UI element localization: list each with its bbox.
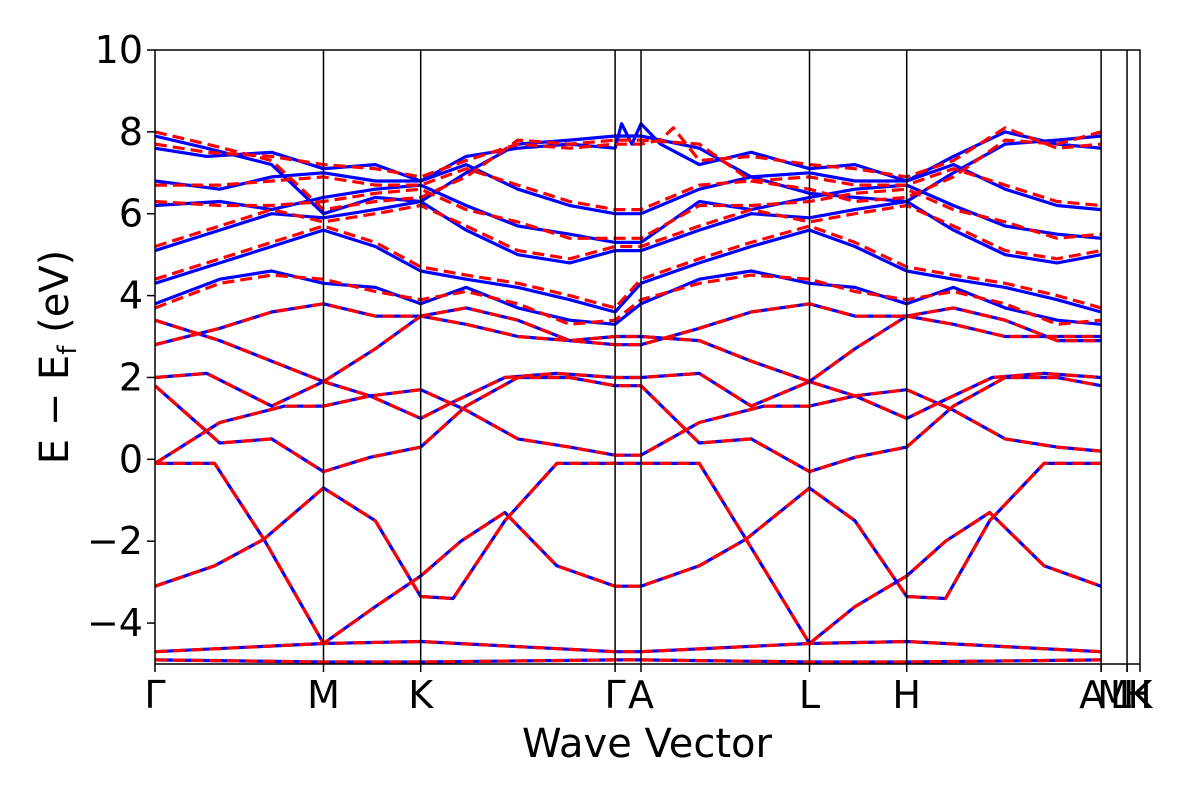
y-tick-label: 4	[119, 274, 143, 318]
y-tick-label: 6	[119, 192, 143, 236]
band-line	[155, 224, 1102, 310]
band-line	[155, 302, 1102, 347]
kpoint-separators	[322, 50, 1128, 664]
band-line	[155, 203, 1102, 261]
dashed-band-series	[155, 126, 1102, 664]
band-line	[155, 183, 1102, 244]
x-tick-label: L	[799, 673, 820, 717]
band-line	[155, 371, 1102, 420]
x-tick-label: L	[1110, 673, 1131, 717]
y-tick-label: −2	[87, 519, 143, 563]
x-tick-label: H	[892, 673, 921, 717]
band-line	[155, 273, 1102, 326]
band-line	[155, 314, 1102, 384]
band-line	[155, 388, 1102, 465]
x-tick-label: Γ	[144, 673, 165, 717]
y-axis-label-unit: (eV)	[32, 250, 78, 346]
x-tick-label: K	[1128, 673, 1154, 717]
x-tick-label: A	[628, 673, 654, 717]
x-tick-label: A	[1079, 673, 1105, 717]
band-line	[155, 375, 1102, 474]
band-line	[155, 130, 1102, 212]
y-tick-label: 0	[119, 437, 143, 481]
band-line	[155, 163, 1102, 216]
band-line	[155, 187, 1102, 240]
band-line	[155, 134, 1102, 216]
band-line	[155, 510, 1102, 646]
band-line	[155, 461, 1102, 601]
x-tick-label: M	[1097, 673, 1130, 717]
band-line	[155, 228, 1102, 314]
y-axis-label-main: E − E	[32, 355, 78, 465]
bands-layer	[155, 122, 1102, 664]
band-line	[155, 269, 1102, 326]
band-line	[155, 658, 1102, 664]
band-line	[155, 639, 1102, 654]
x-tick-label: M	[307, 673, 340, 717]
x-tick-label: H	[1123, 673, 1152, 717]
y-axis: −4 −2 0 2 4 6 8 10	[87, 28, 155, 645]
x-tick-label: Γ	[605, 673, 626, 717]
y-tick-label: 10	[95, 28, 143, 72]
y-tick-label: 2	[119, 355, 143, 399]
band-line	[155, 126, 1102, 179]
band-line	[155, 388, 1102, 465]
y-tick-label: −4	[87, 601, 143, 645]
y-axis-label: E − Ef (eV)	[32, 250, 83, 465]
y-axis-label-subscript: f	[53, 345, 83, 355]
x-tick-label: K	[408, 673, 434, 717]
x-axis-label: Wave Vector	[522, 721, 773, 767]
y-tick-label: 8	[119, 110, 143, 154]
band-line	[155, 199, 1102, 265]
plot-frame	[154, 49, 1141, 665]
